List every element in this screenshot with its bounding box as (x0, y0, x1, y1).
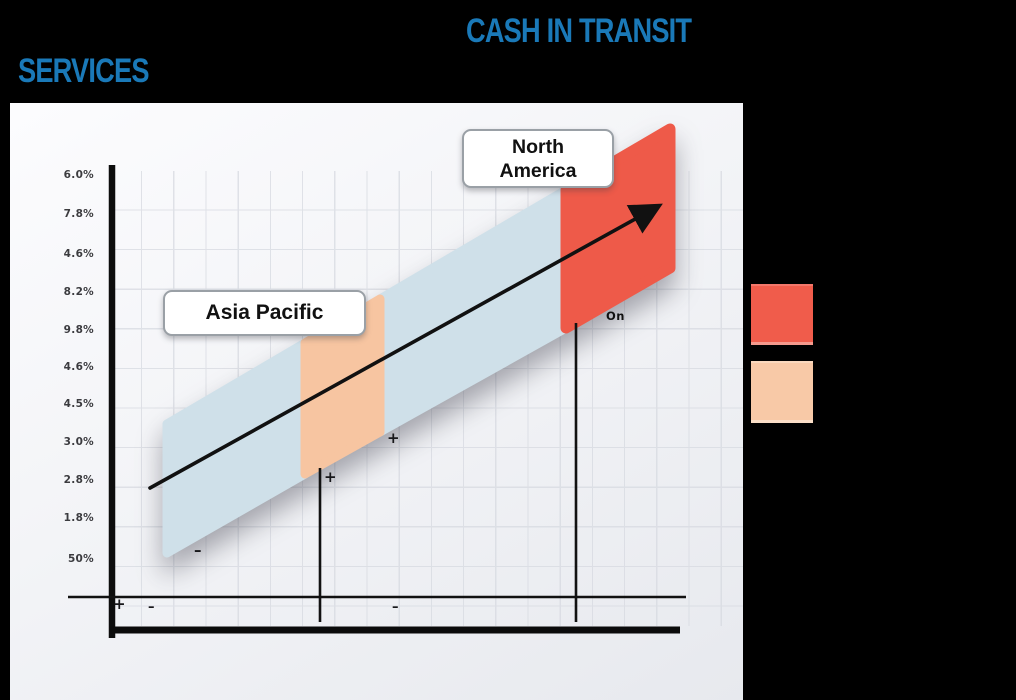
plus-mark: + (324, 468, 337, 486)
minus-mark: – (392, 600, 399, 615)
y-tick-label: 9.8% (63, 324, 94, 336)
y-tick-label: 8.2% (63, 286, 94, 298)
minus-mark: – (148, 600, 155, 615)
y-tick-label: 1.8% (63, 512, 94, 524)
chart-panel: 6.0% 7.8% 4.6% 8.2% 9.8% 4.6% 4.5% 3.0% … (10, 103, 743, 700)
page-title-line2: SERVICES (18, 52, 149, 90)
region-label-text-line1: North (512, 135, 564, 158)
plus-mark: + (113, 595, 126, 613)
y-tick-label: 4.5% (63, 398, 94, 410)
plus-mark: + (387, 429, 400, 447)
page-title-line1: CASH IN TRANSIT (466, 12, 692, 50)
band-segment-blue-left (162, 338, 310, 558)
y-tick-label: 7.8% (63, 208, 94, 220)
region-label-text-line2: America (499, 159, 577, 182)
y-tick-label: 3.0% (63, 436, 94, 448)
on-annotation: On (606, 309, 625, 323)
y-tick-label: 4.6% (63, 248, 94, 260)
y-tick-label: 4.6% (63, 361, 94, 373)
legend-swatch-peach (751, 361, 813, 423)
region-label-asia-pacific: Asia Pacific (163, 290, 366, 336)
y-tick-label: 2.8% (63, 474, 94, 486)
region-label-north-america: North America (462, 129, 614, 188)
y-tick-label: 6.0% (63, 169, 94, 181)
legend-swatch-red (751, 284, 813, 345)
region-label-text: Asia Pacific (205, 301, 324, 324)
y-tick-label: 50% (67, 553, 94, 565)
minus-mark: – (194, 541, 202, 559)
trend-arrow (148, 203, 663, 490)
band-segment-blue-right (375, 185, 571, 437)
